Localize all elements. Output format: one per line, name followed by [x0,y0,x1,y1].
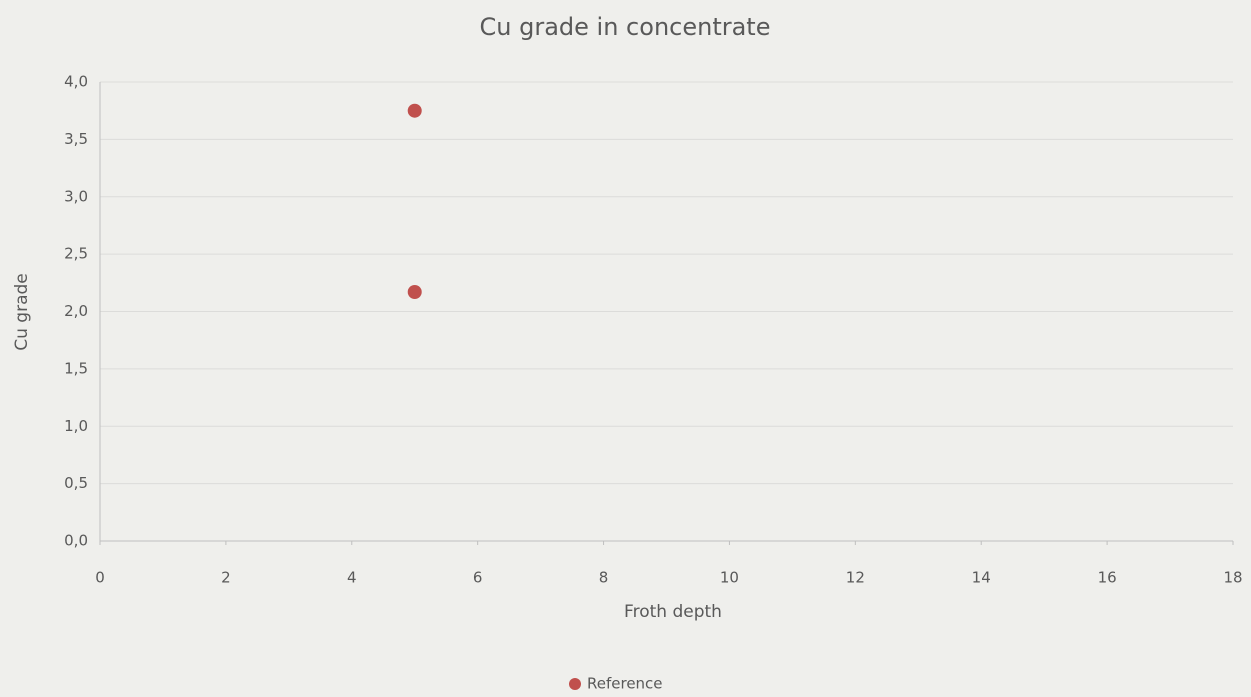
legend-marker [569,678,581,690]
x-tick-label: 16 [1098,569,1117,587]
x-tick-label: 10 [720,569,739,587]
x-tick-label: 14 [972,569,991,587]
y-axis-label: Cu grade [12,273,32,351]
y-tick-label: 2,0 [64,302,88,320]
scatter-point [407,103,422,118]
y-tick-label: 3,5 [64,130,88,148]
y-tick-label: 0,0 [64,532,88,550]
x-tick-label: 12 [846,569,865,587]
y-tick-label: 1,0 [64,417,88,435]
x-tick-label: 2 [221,569,231,587]
x-axis-label: Froth depth [624,602,722,622]
scatter-point [407,284,422,299]
x-tick-label: 18 [1223,569,1242,587]
y-tick-label: 1,5 [64,359,88,377]
x-tick-label: 0 [95,569,105,587]
y-tick-label: 3,0 [64,187,88,205]
legend-label: Reference [587,675,663,693]
y-tick-label: 4,0 [64,73,88,91]
x-tick-label: 4 [347,569,357,587]
x-tick-label: 8 [599,569,609,587]
y-tick-label: 0,5 [64,474,88,492]
chart-title: Cu grade in concentrate [480,13,771,41]
x-tick-label: 6 [473,569,483,587]
y-tick-label: 2,5 [64,245,88,263]
